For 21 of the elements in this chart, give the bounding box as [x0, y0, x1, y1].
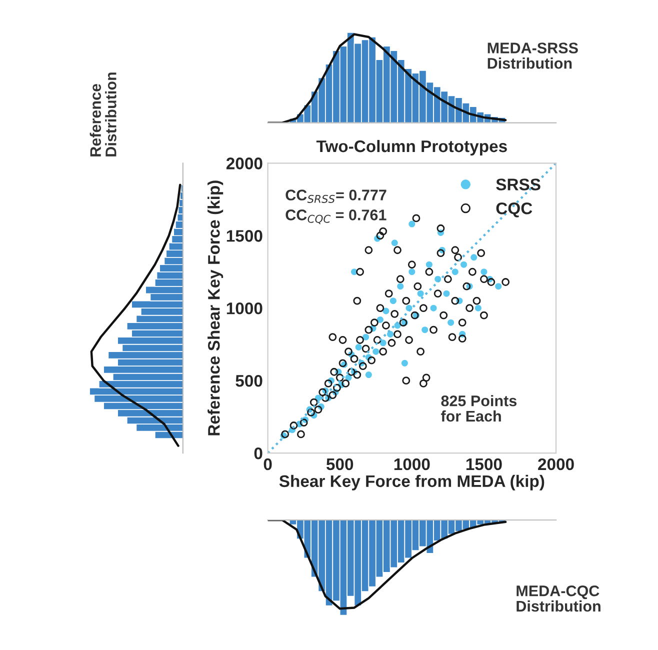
x-tick-label: 2000: [538, 458, 574, 470]
x-tick-label: 1500: [466, 458, 502, 470]
annotation: CC$_{CQC}$ = 0.761: [286, 210, 386, 224]
y-tick-label: 0: [254, 447, 262, 460]
chart-title: Two-Column Prototypes: [316, 140, 507, 156]
y-tick-label: 1500: [226, 230, 262, 242]
text: Reference Distribution: [90, 72, 116, 156]
y-tick-label: 500: [236, 374, 262, 387]
legend-label: CQC: [496, 202, 532, 218]
x-tick-label: 500: [326, 458, 354, 470]
x-axis-title: Shear Key Force from MEDA (kip): [279, 474, 544, 490]
y-tick-label: 1000: [226, 302, 262, 314]
annotation: CC$_{SRSS}$= 0.777: [286, 190, 386, 203]
x-tick-label: 1000: [394, 458, 430, 470]
y-axis-title: Reference Shear Key Force (kip): [208, 180, 224, 436]
y-tick-label: 2000: [226, 158, 262, 170]
annotation: 825 Points for Each: [440, 395, 517, 422]
x-tick-label: 0: [264, 458, 272, 470]
annotation: MEDA-CQC Distribution: [516, 585, 600, 612]
legend-label: SRSS: [496, 178, 540, 190]
annotation: MEDA-SRSS Distribution: [488, 42, 578, 69]
